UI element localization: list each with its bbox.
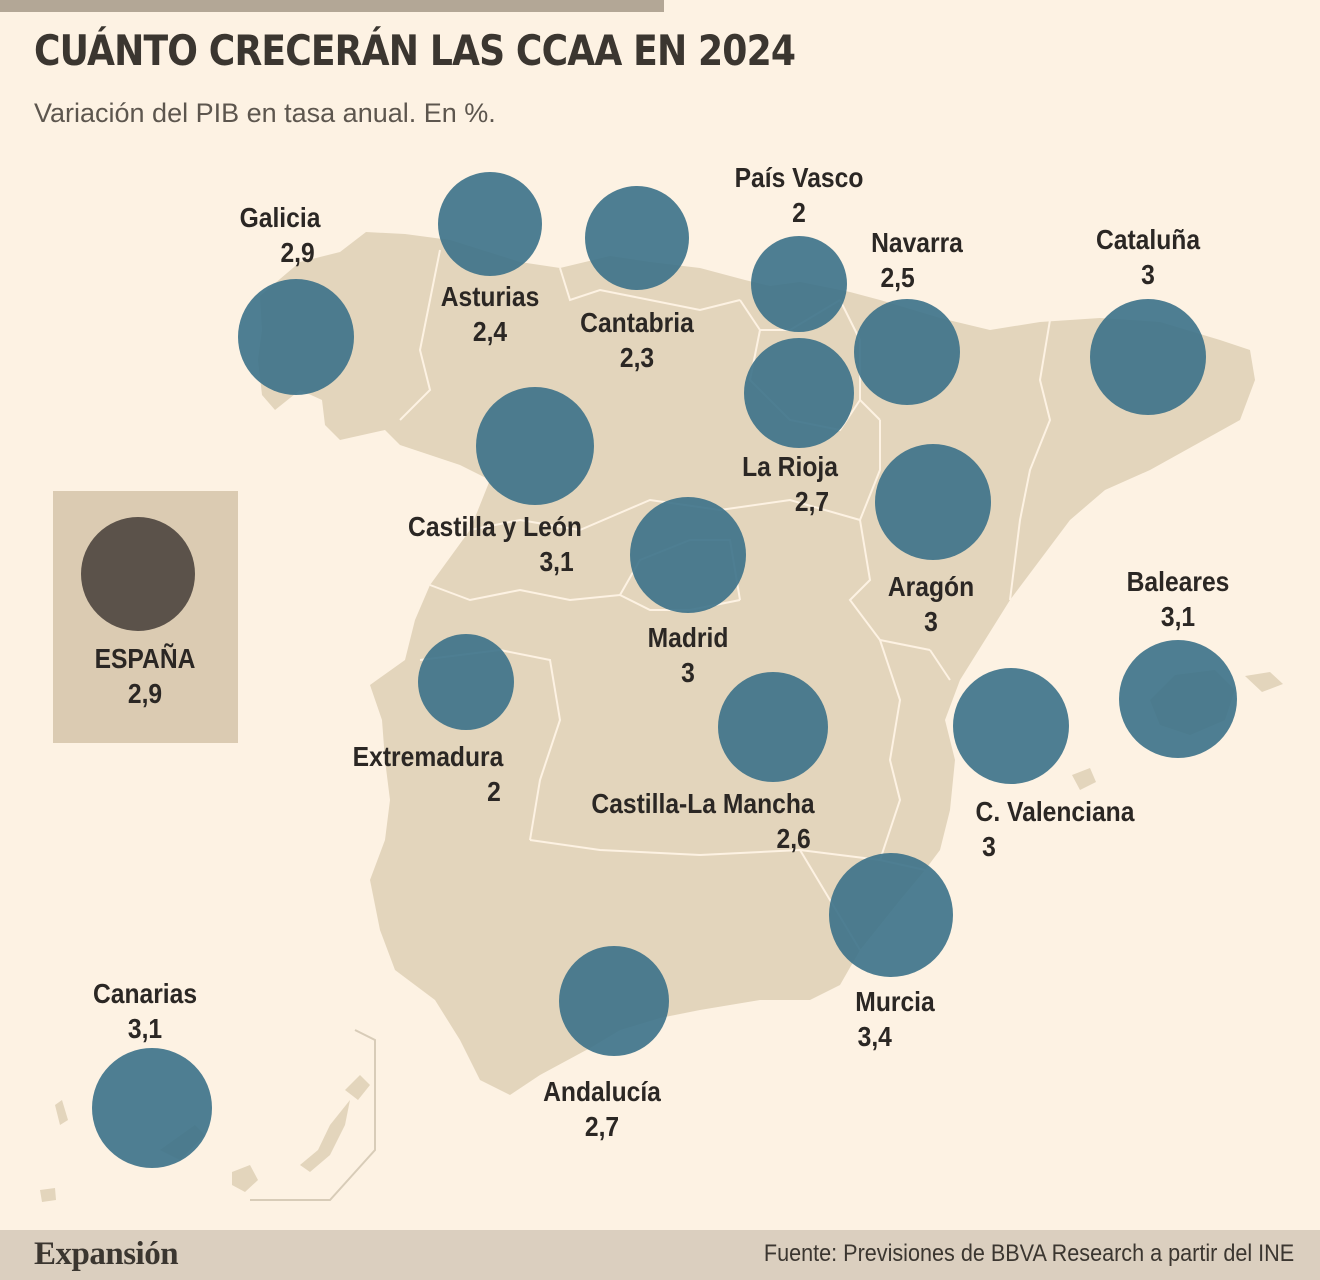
label-c-valenciana: C. Valenciana 3 — [975, 796, 1135, 862]
spain-map — [40, 172, 1283, 1202]
bubble-extremadura — [418, 634, 514, 730]
bubble-madrid — [630, 497, 746, 613]
bubble-canarias — [92, 1048, 212, 1168]
bubble-c-valenciana — [953, 668, 1069, 784]
bubble-galicia — [238, 279, 354, 395]
page-subtitle: Variación del PIB en tasa anual. En %. — [34, 98, 496, 128]
label-extremadura: Extremadura 2 — [352, 741, 504, 807]
source-note: Fuente: Previsiones de BBVA Research a p… — [763, 1240, 1294, 1267]
bubble-navarra — [854, 299, 960, 405]
label-espana: ESPAÑA 2,9 — [94, 643, 196, 709]
bubble-la-rioja — [744, 338, 854, 448]
label-canarias: Canarias 3,1 — [92, 978, 198, 1044]
label-murcia: Murcia 3,4 — [855, 986, 935, 1052]
label-galicia: Galicia 2,9 — [239, 202, 321, 268]
label-la-rioja: La Rioja 2,7 — [742, 451, 838, 517]
bubbles — [81, 172, 1237, 1168]
bubble-asturias — [438, 172, 542, 276]
canarias-line — [250, 1029, 376, 1201]
label-navarra: Navarra 2,5 — [871, 227, 963, 293]
footer-bar — [0, 1230, 1320, 1280]
bubble-murcia — [829, 853, 953, 977]
label-pais-vasco: País Vasco 2 — [734, 162, 864, 228]
bubble-cantabria — [585, 186, 689, 290]
label-castilla-leon: Castilla y León 3,1 — [408, 511, 582, 577]
top-accent-bar — [0, 0, 664, 12]
label-asturias: Asturias 2,4 — [440, 281, 540, 347]
bubble-cataluna — [1090, 299, 1206, 415]
bubble-castilla-la-mancha — [718, 672, 828, 782]
label-madrid: Madrid 3 — [647, 622, 729, 688]
page-title: CUÁNTO CRECERÁN LAS CCAA EN 2024 — [34, 26, 796, 75]
brand-logo: Expansión — [34, 1236, 179, 1272]
label-baleares: Baleares 3,1 — [1126, 566, 1230, 632]
label-cantabria: Cantabria 2,3 — [580, 307, 694, 373]
bubble-pais-vasco — [751, 236, 847, 332]
gran-canaria-shape — [232, 1165, 258, 1192]
label-aragon: Aragón 3 — [887, 571, 975, 637]
ibiza-shape — [1072, 768, 1096, 790]
bubble-castilla-leon — [476, 387, 594, 505]
bubble-espana — [81, 517, 195, 631]
label-andalucia: Andalucía 2,7 — [543, 1076, 661, 1142]
la-palma-shape — [55, 1100, 68, 1125]
lanzarote-shape — [345, 1075, 370, 1100]
bubble-aragon — [875, 444, 991, 560]
menorca-shape — [1245, 672, 1283, 692]
fuerteventura-shape — [300, 1100, 350, 1172]
bubble-baleares — [1119, 640, 1237, 758]
label-castilla-la-mancha: Castilla-La Mancha 2,6 — [591, 788, 815, 854]
gomera-shape — [40, 1188, 56, 1202]
bubble-andalucia — [559, 946, 669, 1056]
label-cataluna: Cataluña 3 — [1095, 224, 1201, 290]
